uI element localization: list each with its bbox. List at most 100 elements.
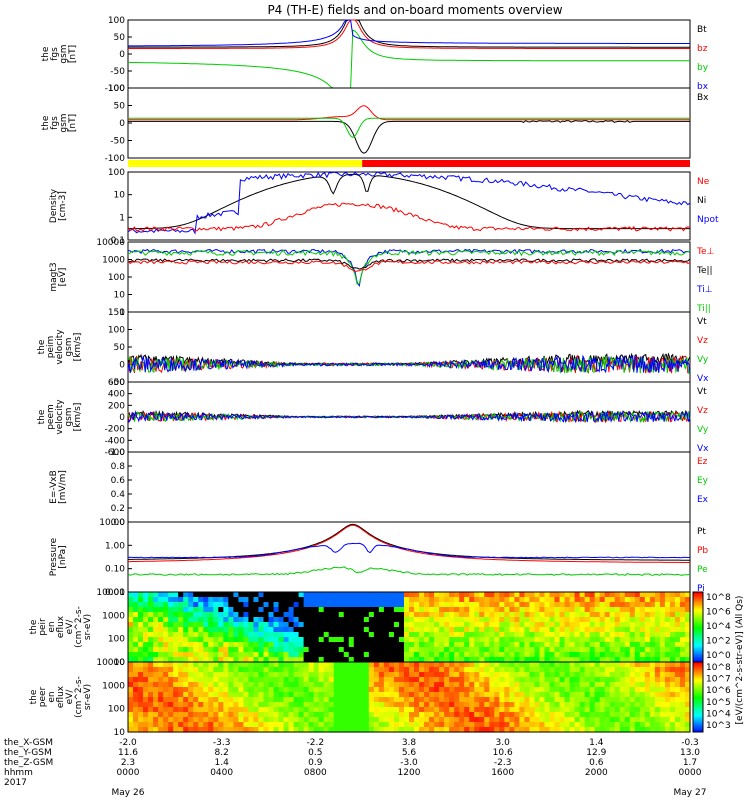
spectrogram-cell xyxy=(579,657,586,663)
series-group xyxy=(128,592,691,663)
spectrogram-cell xyxy=(288,627,295,633)
spectrogram-cell xyxy=(629,637,636,643)
spectrogram-cell xyxy=(348,672,355,678)
spectrogram-cell xyxy=(474,592,480,598)
spectrogram-cell xyxy=(263,682,270,688)
spectrogram-cell xyxy=(634,702,641,708)
spectrogram-cell xyxy=(524,672,531,678)
spectrogram-cell xyxy=(459,652,465,658)
spectrogram-cell xyxy=(168,612,174,618)
spectrogram-cell xyxy=(524,652,531,658)
spectrogram-cell xyxy=(469,712,475,718)
spectrogram-cell xyxy=(584,722,591,728)
spectrogram-cell xyxy=(569,672,576,678)
spectrogram-cell xyxy=(524,687,531,693)
spectrogram-cell xyxy=(519,617,526,623)
spectrogram-cell xyxy=(223,637,229,643)
spectrogram-cell xyxy=(398,647,405,653)
spectrogram-cell xyxy=(138,662,144,668)
spectrogram-cell xyxy=(469,617,475,623)
spectrogram-cell xyxy=(599,617,606,623)
spectrogram-cell xyxy=(459,672,465,678)
colorbar-cell xyxy=(693,599,703,602)
spectrogram-cell xyxy=(419,627,425,633)
spectrogram-cell xyxy=(549,637,556,643)
spectrogram-cell xyxy=(684,612,691,618)
spectrogram-cell xyxy=(419,707,425,713)
spectrogram-cell xyxy=(644,657,651,663)
spectrogram-cell xyxy=(534,647,541,653)
spectrogram-cell xyxy=(218,702,224,708)
series-group xyxy=(128,19,690,89)
spectrogram-cell xyxy=(308,617,315,623)
spectrogram-cell xyxy=(268,672,275,678)
spectrogram-cell xyxy=(499,602,505,608)
spectrogram-cell xyxy=(544,672,551,678)
spectrogram-cell xyxy=(353,702,360,708)
spectrogram-cell xyxy=(464,692,470,698)
spectrogram-cell xyxy=(574,662,581,668)
spectrogram-cell xyxy=(449,642,455,648)
spectrogram-cell xyxy=(629,667,636,673)
spectrogram-cell xyxy=(368,602,375,608)
spectrogram-cell xyxy=(333,632,340,638)
colorbar-cell xyxy=(693,611,703,614)
footer-value: 1600 xyxy=(491,768,514,778)
spectrogram-cell xyxy=(529,647,536,653)
spectrogram-cell xyxy=(378,637,385,643)
spectrogram-cell xyxy=(559,682,566,688)
spectrogram-cell xyxy=(253,687,260,693)
spectrogram-cell xyxy=(489,677,495,683)
spectrogram-cell xyxy=(288,697,295,703)
y-tick-label: 0.8 xyxy=(111,462,126,472)
spectrogram-cell xyxy=(358,592,365,598)
spectrogram-cell xyxy=(584,607,591,613)
spectrogram-cell xyxy=(594,682,601,688)
spectrogram-cell xyxy=(469,592,475,598)
spectrogram-cell xyxy=(288,642,295,648)
spectrogram-cell xyxy=(454,597,460,603)
spectrogram-cell xyxy=(519,602,526,608)
spectrogram-cell xyxy=(439,652,445,658)
spectrogram-cell xyxy=(674,607,681,613)
spectrogram-cell xyxy=(293,657,300,663)
spectrogram-cell xyxy=(358,612,365,618)
legend-Bt: Bt xyxy=(697,25,707,35)
spectrogram-cell xyxy=(233,692,239,698)
spectrogram-cell xyxy=(549,642,556,648)
y-axis-label: [eV] xyxy=(58,268,68,287)
spectrogram-cell xyxy=(283,687,290,693)
spectrogram-cell xyxy=(449,717,455,723)
spectrogram-cell xyxy=(464,697,470,703)
spectrogram-cell xyxy=(424,672,430,678)
spectrogram-cell xyxy=(439,672,445,678)
spectrogram-cell xyxy=(424,622,430,628)
spectrogram-cell xyxy=(639,697,646,703)
spectrogram-cell xyxy=(599,712,606,718)
spectrogram-cell xyxy=(353,642,360,648)
spectrogram-cell xyxy=(388,707,395,713)
spectrogram-cell xyxy=(368,702,375,708)
spectrogram-cell xyxy=(594,657,601,663)
spectrogram-cell xyxy=(183,687,189,693)
spectrogram-cell xyxy=(609,617,616,623)
spectrogram-cell xyxy=(584,712,591,718)
spectrogram-cell xyxy=(669,667,676,673)
spectrogram-cell xyxy=(564,682,571,688)
spectrogram-cell xyxy=(373,697,380,703)
spectrogram-cell xyxy=(193,722,199,728)
spectrogram-cell xyxy=(228,622,234,628)
spectrogram-cell xyxy=(193,707,199,713)
spectrogram-cell xyxy=(138,652,144,658)
spectrogram-cell xyxy=(669,627,676,633)
spectrogram-cell xyxy=(228,627,234,633)
spectrogram-cell xyxy=(514,722,520,728)
spectrogram-cell xyxy=(469,602,475,608)
spectrogram-cell xyxy=(283,597,290,603)
spectrogram-cell xyxy=(619,657,626,663)
spectrogram-cell xyxy=(188,727,194,733)
spectrogram-cell xyxy=(464,597,470,603)
spectrogram-cell xyxy=(378,707,385,713)
spectrogram-cell xyxy=(223,722,229,728)
spectrogram-cell xyxy=(509,597,515,603)
